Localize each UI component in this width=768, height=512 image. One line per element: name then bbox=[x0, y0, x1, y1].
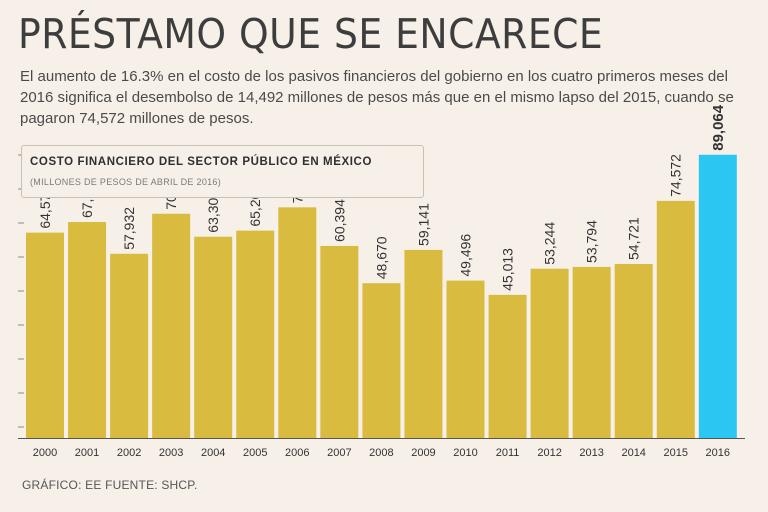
bar-2010 bbox=[446, 280, 485, 438]
data-label-2013: 53,794 bbox=[584, 220, 600, 263]
bar-2011 bbox=[488, 294, 527, 438]
bar-2000 bbox=[26, 232, 64, 438]
data-label-2011: 45,013 bbox=[500, 248, 516, 291]
x-tick-label-2002: 2002 bbox=[117, 447, 141, 459]
x-tick-label-2006: 2006 bbox=[285, 447, 309, 459]
x-tick-label-2014: 2014 bbox=[621, 447, 645, 459]
x-tick-label-2016: 2016 bbox=[706, 447, 730, 459]
x-tick-label-2003: 2003 bbox=[159, 447, 183, 459]
bar-2001 bbox=[68, 222, 107, 438]
x-tick-label-2011: 2011 bbox=[496, 447, 520, 459]
data-label-2009: 59,141 bbox=[415, 203, 431, 246]
bar-2012 bbox=[530, 268, 569, 438]
data-label-2014: 54,721 bbox=[626, 217, 642, 260]
x-tick-label-2004: 2004 bbox=[201, 447, 225, 459]
bar-2008 bbox=[362, 283, 401, 438]
bar-2007 bbox=[320, 245, 359, 438]
bar-2013 bbox=[572, 266, 611, 438]
page-title: PRÉSTAMO QUE SE ENCARECE bbox=[18, 10, 604, 58]
data-label-2002: 57,932 bbox=[121, 207, 137, 250]
bar-2006 bbox=[278, 207, 317, 438]
bar-2014 bbox=[614, 263, 653, 438]
x-tick-label-2000: 2000 bbox=[33, 447, 57, 459]
bar-2004 bbox=[194, 236, 233, 438]
chart-units: (MILLONES DE PESOS DE ABRIL DE 2016) bbox=[30, 177, 222, 187]
data-label-2012: 53,244 bbox=[542, 222, 558, 265]
bar-2003 bbox=[152, 213, 191, 438]
chart-title: COSTO FINANCIERO DEL SECTOR PÚBLICO EN M… bbox=[30, 156, 373, 168]
data-label-2007: 60,394 bbox=[331, 199, 347, 242]
data-label-2016: 89,064 bbox=[710, 104, 727, 151]
x-tick-label-2013: 2013 bbox=[579, 447, 603, 459]
x-tick-label-2007: 2007 bbox=[327, 447, 351, 459]
x-tick-label-2008: 2008 bbox=[369, 447, 393, 459]
data-label-2004: 63,301 bbox=[205, 190, 221, 233]
chart-legend-box: COSTO FINANCIERO DEL SECTOR PÚBLICO EN M… bbox=[21, 145, 424, 198]
bar-2005 bbox=[236, 230, 275, 438]
x-tick-label-2015: 2015 bbox=[664, 447, 688, 459]
data-label-2015: 74,572 bbox=[668, 154, 684, 197]
data-label-2008: 48,670 bbox=[373, 236, 389, 279]
page-subtitle: El aumento de 16.3% en el costo de los p… bbox=[20, 68, 734, 127]
bar-2009 bbox=[404, 249, 443, 438]
x-tick-label-2001: 2001 bbox=[75, 447, 99, 459]
x-tick-label-2009: 2009 bbox=[411, 447, 435, 459]
source-note: GRÁFICO: EE FUENTE: SHCP. bbox=[22, 478, 198, 492]
x-tick-label-2012: 2012 bbox=[537, 447, 561, 459]
bar-2015 bbox=[656, 200, 695, 438]
x-tick-label-2005: 2005 bbox=[243, 447, 267, 459]
data-label-2010: 49,496 bbox=[458, 234, 474, 277]
bar-2002 bbox=[110, 253, 149, 438]
bar-2016 bbox=[698, 154, 737, 438]
x-tick-label-2010: 2010 bbox=[453, 447, 477, 459]
